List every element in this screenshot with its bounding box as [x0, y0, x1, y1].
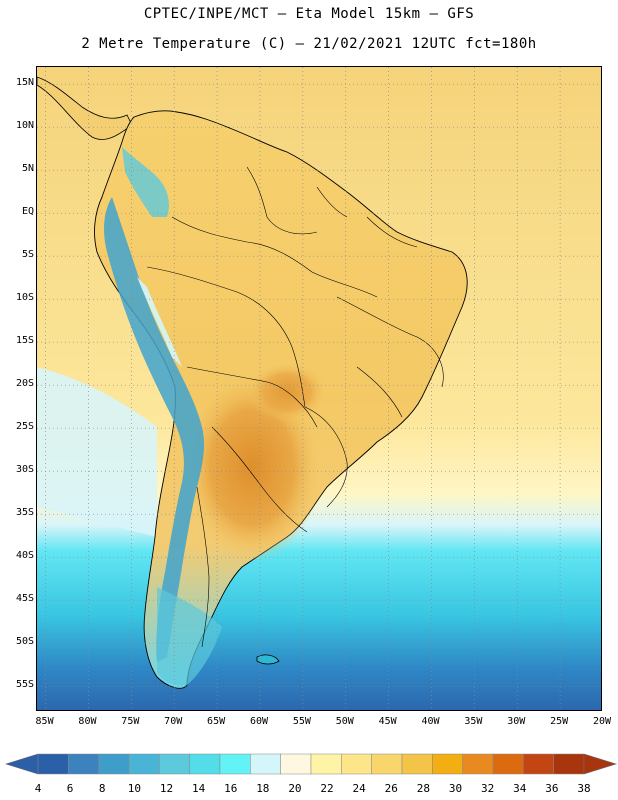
legend-label: 4 [34, 782, 42, 795]
legend-label: 22 [320, 782, 334, 795]
legend-label: 30 [448, 782, 463, 795]
lat-label: EQ [21, 206, 34, 218]
legend-swatch [280, 753, 312, 775]
legend-label: 38 [577, 782, 591, 795]
lat-label: 30S [15, 464, 34, 476]
legend-label: 32 [481, 782, 495, 795]
lon-label: 50W [335, 716, 354, 727]
legend-label: 34 [513, 782, 527, 795]
lon-label: 75W [121, 716, 140, 727]
legend-label: 28 [416, 782, 431, 795]
lon-label: 20W [592, 716, 612, 727]
lat-label: 35S [15, 507, 34, 519]
legend-swatch [250, 753, 281, 775]
temperature-map [37, 67, 601, 710]
patagonia-cool [157, 587, 222, 686]
legend-swatch [553, 753, 585, 775]
legend-swatch [432, 753, 463, 775]
lat-label: 40S [15, 550, 34, 562]
legend-label: 6 [66, 782, 74, 795]
legend-swatch [98, 753, 130, 775]
lon-label: 80W [78, 716, 97, 727]
map-area [36, 66, 602, 711]
lon-label: 40W [421, 716, 440, 727]
lat-label: 10S [15, 292, 34, 304]
andes-snow [137, 277, 182, 367]
northern-andes [122, 147, 169, 217]
central-america-land [37, 76, 133, 140]
legend-label: 14 [191, 782, 206, 795]
legend-label: 12 [159, 782, 174, 795]
lon-label: 85W [35, 716, 54, 727]
lat-label: 15N [15, 77, 34, 89]
falklands [256, 654, 280, 665]
lat-label: 5N [21, 163, 34, 175]
legend-label: 24 [352, 782, 366, 795]
lon-label: 30W [507, 716, 526, 727]
legend-swatch [68, 753, 99, 775]
legend-swatch [371, 753, 403, 775]
lon-label: 55W [292, 716, 311, 727]
legend-swatch [37, 753, 69, 775]
legend-swatch [159, 753, 190, 775]
legend-arrow-low [4, 753, 39, 775]
lon-label: 25W [550, 716, 569, 727]
legend-swatch [128, 753, 160, 775]
country-borders [146, 166, 444, 648]
legend-swatch [523, 753, 554, 775]
map-subtitle: 2 Metre Temperature (C) – 21/02/2021 12U… [81, 36, 537, 52]
andes-cold-strip [104, 197, 205, 662]
legend-label: 8 [98, 782, 106, 795]
legend-swatch [219, 753, 251, 775]
legend-swatch [492, 753, 524, 775]
legend-swatch [401, 753, 433, 775]
lat-label: 45S [15, 593, 34, 605]
legend-label: 26 [384, 782, 398, 795]
lat-label: 25S [15, 421, 34, 433]
lon-label: 45W [378, 716, 397, 727]
legend-label: 18 [256, 782, 270, 795]
lat-label: 5S [21, 249, 34, 261]
legend-arrow-high [583, 753, 618, 775]
lat-label: 50S [15, 636, 34, 648]
pacific-cool-zone [37, 367, 157, 537]
lon-label: 70W [164, 716, 183, 727]
lon-label: 60W [249, 716, 268, 727]
color-legend [4, 753, 618, 775]
lat-label: 10N [15, 120, 34, 132]
lon-label: 65W [207, 716, 226, 727]
legend-swatch [310, 753, 342, 775]
map-title: CPTEC/INPE/MCT – Eta Model 15km – GFS [143, 6, 475, 22]
legend-label: 36 [545, 782, 559, 795]
legend-swatch [462, 753, 494, 775]
legend-label: 10 [127, 782, 141, 795]
legend-swatch [341, 753, 372, 775]
legend-swatch [189, 753, 221, 775]
legend-label: 20 [288, 782, 302, 795]
lat-label: 20S [15, 378, 34, 390]
legend-label: 16 [224, 782, 238, 795]
lat-label: 15S [15, 335, 34, 347]
lat-label: 55S [15, 679, 34, 691]
lon-label: 35W [464, 716, 483, 727]
